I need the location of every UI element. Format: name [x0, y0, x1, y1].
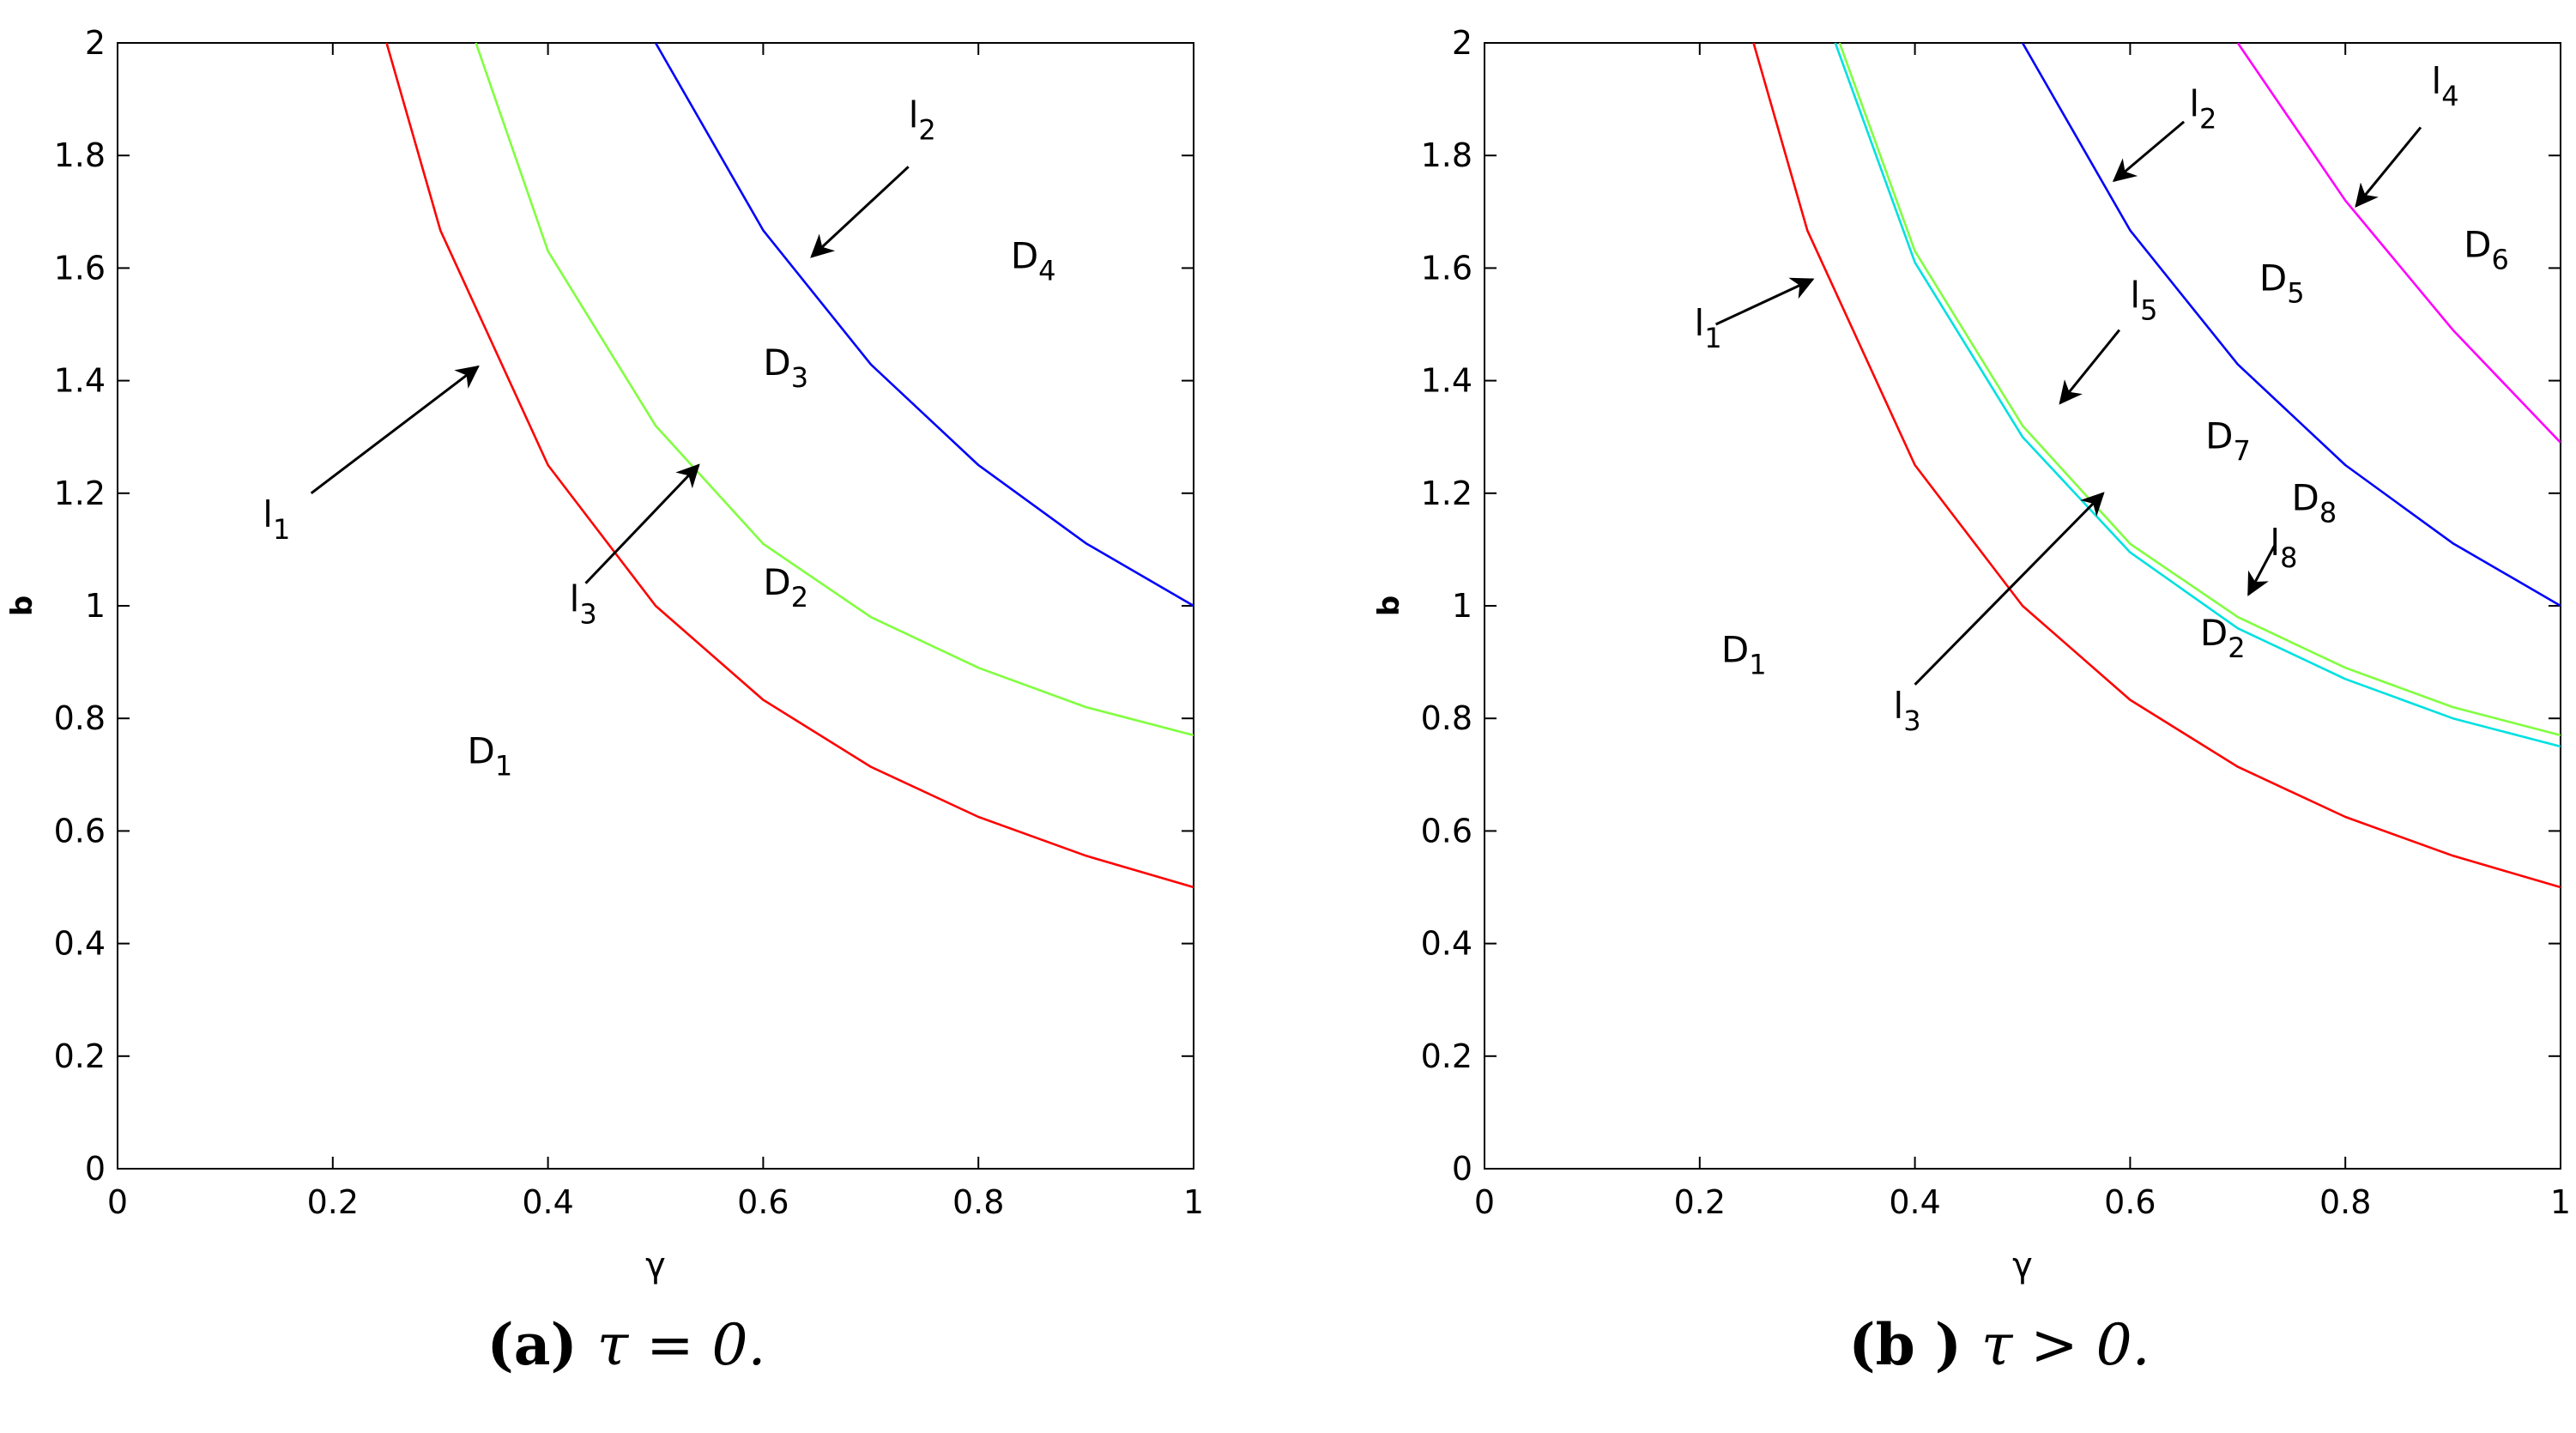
- annotation-label: l4: [2432, 60, 2459, 112]
- y-tick-label: 0.8: [1421, 699, 1472, 737]
- x-tick-label: 0.4: [1889, 1183, 1940, 1221]
- annotation-arrow: [1914, 492, 2105, 686]
- annotation-arrow: [2112, 120, 2186, 183]
- y-tick-label: 0.2: [1421, 1037, 1472, 1075]
- panel-caption: (a) τ = 0.: [487, 1311, 766, 1378]
- x-tick-label: 0.8: [952, 1183, 1004, 1221]
- region-label: D8: [2292, 476, 2337, 529]
- y-tick-label: 1.2: [1421, 475, 1472, 512]
- x-tick-label: 0: [1474, 1183, 1495, 1221]
- x-axis-label: γ: [645, 1246, 666, 1285]
- annotation-arrow: [810, 166, 910, 258]
- region-label: D6: [2464, 223, 2509, 275]
- y-tick-label: 0.6: [54, 812, 106, 850]
- annotation-label: l2: [2189, 82, 2216, 135]
- y-tick-label: 1: [85, 587, 106, 625]
- annotation-label: l8: [2270, 522, 2297, 574]
- x-tick-label: 0.6: [2104, 1183, 2156, 1221]
- region-label: D1: [1721, 629, 1767, 681]
- x-tick-label: 0.2: [1674, 1183, 1726, 1221]
- series-line: [2021, 43, 2561, 608]
- annotation-arrow: [584, 463, 700, 584]
- region-label: D2: [763, 561, 808, 614]
- panel-caption: (b ) τ > 0.: [1848, 1311, 2150, 1378]
- annotation-label: l1: [263, 493, 290, 546]
- y-tick-label: 1.6: [54, 249, 106, 287]
- region-label: D7: [2205, 414, 2251, 467]
- y-tick-label: 2: [1452, 24, 1472, 62]
- y-tick-label: 1.4: [54, 362, 106, 400]
- region-label: D2: [2200, 612, 2246, 664]
- y-axis-label: b: [1372, 596, 1406, 616]
- y-tick-label: 1.6: [1421, 249, 1472, 287]
- series-line: [1752, 43, 2561, 889]
- annotation-label: l2: [909, 94, 936, 146]
- series-line: [1838, 43, 2561, 737]
- y-axis-label: b: [5, 596, 39, 616]
- y-tick-label: 0.4: [1421, 925, 1472, 963]
- x-tick-label: 0.4: [522, 1183, 573, 1221]
- series-line: [2236, 43, 2561, 444]
- x-tick-label: 1: [2550, 1183, 2571, 1221]
- annotation-arrow: [1714, 277, 1815, 326]
- series-group: [385, 43, 1194, 889]
- series-line: [654, 43, 1194, 608]
- x-tick-label: 0.6: [737, 1183, 789, 1221]
- series-line: [475, 43, 1194, 737]
- annotation-label: l3: [570, 578, 597, 631]
- series-line: [385, 43, 1194, 889]
- y-tick-label: 1.4: [1421, 362, 1472, 400]
- x-axis-label: γ: [2012, 1246, 2033, 1285]
- annotation-label: l3: [1894, 685, 1921, 737]
- annotation-label: l5: [2130, 274, 2157, 326]
- series-group: [1752, 43, 2561, 889]
- y-tick-label: 2: [85, 24, 106, 62]
- y-tick-label: 0.2: [54, 1037, 106, 1075]
- annotation-arrow: [2355, 126, 2422, 208]
- annotation-arrow: [2247, 543, 2277, 596]
- x-tick-label: 1: [1183, 1183, 1204, 1221]
- x-tick-label: 0.8: [2319, 1183, 2371, 1221]
- region-label: D1: [468, 730, 513, 783]
- annotation-label: l1: [1695, 302, 1722, 354]
- annotation-arrow: [2059, 329, 2121, 405]
- series-line: [1834, 43, 2561, 748]
- y-tick-label: 0: [85, 1150, 106, 1188]
- y-tick-label: 1.8: [1421, 136, 1472, 174]
- y-tick-label: 0: [1452, 1150, 1472, 1188]
- annotation-arrow: [310, 365, 480, 494]
- panel-a: 0 0.2 0.4 0.6 0.8 1 0 0.2 0.4 0.6 0.8 1 1.2 1.4 1.6 1.8…: [5, 24, 1204, 1378]
- y-tick-label: 0.4: [54, 925, 106, 963]
- region-label: D4: [1011, 234, 1056, 287]
- region-label: D5: [2259, 257, 2305, 310]
- region-label: D3: [763, 342, 808, 394]
- x-tick-label: 0: [107, 1183, 128, 1221]
- y-tick-label: 1.8: [54, 136, 106, 174]
- y-tick-label: 1.2: [54, 475, 106, 512]
- panel-b: 0 0.2 0.4 0.6 0.8 1 0 0.2 0.4 0.6 0.8 1 1.2 1.4 1.6 1.8…: [1372, 24, 2571, 1378]
- y-tick-label: 0.6: [1421, 812, 1472, 850]
- y-tick-label: 1: [1452, 587, 1472, 625]
- y-tick-label: 0.8: [54, 699, 106, 737]
- x-tick-label: 0.2: [307, 1183, 359, 1221]
